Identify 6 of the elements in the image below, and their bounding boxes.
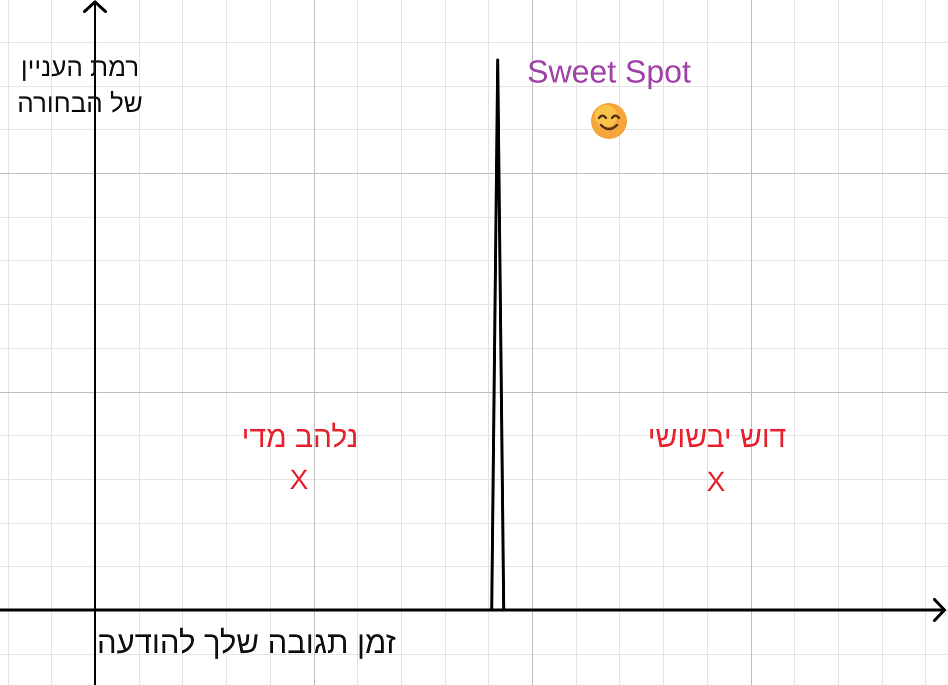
- annotation: X: [706, 466, 726, 498]
- annotation: נלהב מדי: [242, 420, 358, 456]
- annotation: Sweet Spot: [527, 54, 691, 90]
- annotation: X: [290, 464, 308, 496]
- x-axis-title: זמן תגובה שלך להודעה: [97, 625, 396, 661]
- annotation: דוש יבשושי: [648, 420, 786, 456]
